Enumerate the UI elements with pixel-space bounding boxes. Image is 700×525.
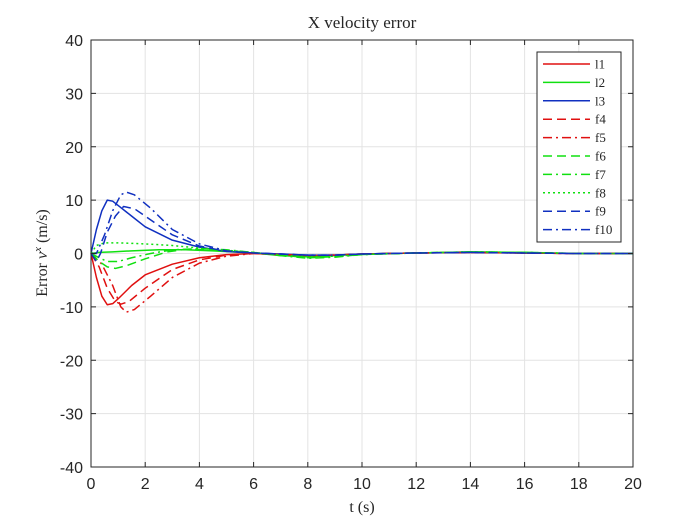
x-tick-label: 18 (570, 476, 588, 493)
legend-label-f7: f7 (595, 167, 606, 182)
legend-label-l3: l3 (595, 93, 605, 108)
legend-label-l2: l2 (595, 75, 605, 90)
y-tick-label: 30 (65, 86, 83, 103)
legend-box (536, 51, 622, 243)
x-tick-label: 16 (516, 476, 534, 493)
legend: l1 l2 l3 f4 f5 f6 f7 f8 f9 f10 (536, 51, 622, 243)
legend-label-f10: f10 (595, 222, 612, 237)
series-layer (90, 191, 633, 313)
y-axis-label-prefix: Error (34, 259, 51, 297)
series-line-f10 (91, 191, 633, 256)
x-tick-label: 12 (407, 476, 425, 493)
y-tick-label: -30 (60, 407, 83, 424)
y-tick-label: -20 (60, 353, 83, 370)
x-tick-label: 10 (353, 476, 371, 493)
y-axis-label-sup: x (32, 247, 44, 253)
y-tick-label: -10 (60, 300, 83, 317)
y-tick-label: 40 (65, 33, 83, 50)
legend-label-f8: f8 (595, 185, 606, 200)
ticks: 0 2 4 6 8 10 12 14 16 18 20 -40 -30 -20 -10 0 10 20 30 40 (60, 33, 642, 493)
y-axis-label-var: v (34, 251, 51, 259)
x-tick-label: 0 (87, 476, 96, 493)
x-tick-label: 14 (462, 476, 480, 493)
y-tick-label: 20 (65, 140, 83, 157)
x-tick-label: 6 (249, 476, 258, 493)
legend-label-f5: f5 (595, 130, 606, 145)
x-tick-label: 4 (195, 476, 204, 493)
legend-label-f9: f9 (595, 204, 606, 219)
y-tick-label: -40 (60, 460, 83, 477)
x-axis-label: t (s) (349, 499, 374, 516)
y-tick-label: 0 (74, 247, 83, 264)
y-axis-label: Error vx (m/s) (32, 209, 51, 297)
x-tick-label: 20 (624, 476, 642, 493)
legend-label-f4: f4 (595, 112, 606, 127)
chart-title: X velocity error (308, 13, 417, 32)
legend-label-f6: f6 (595, 149, 606, 164)
y-tick-label: 10 (65, 193, 83, 210)
x-tick-label: 2 (141, 476, 150, 493)
x-tick-label: 8 (303, 476, 312, 493)
y-axis-label-suffix: (m/s) (34, 209, 51, 247)
legend-label-l1: l1 (595, 57, 605, 72)
